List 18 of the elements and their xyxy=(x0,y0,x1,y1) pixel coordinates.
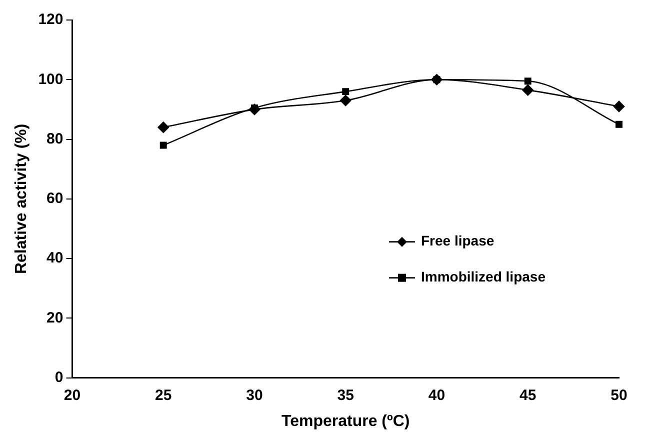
y-tick-label: 20 xyxy=(46,309,64,326)
x-tick-label: 35 xyxy=(337,386,354,404)
legend-label: Immobilized lipase xyxy=(421,268,546,285)
y-tick-label: 40 xyxy=(46,250,64,267)
x-tick-label: 50 xyxy=(610,386,628,404)
y-axis-title: Relative activity (%) xyxy=(13,124,30,274)
y-tick-label: 120 xyxy=(38,11,64,28)
x-tick-label: 30 xyxy=(246,386,263,404)
y-tick-label: 0 xyxy=(54,368,64,386)
x-tick-label: 40 xyxy=(428,386,446,404)
legend-label: Free lipase xyxy=(421,232,494,249)
y-tick-label: 100 xyxy=(38,70,64,88)
x-axis-title: Temperature (ºC) xyxy=(281,412,410,430)
x-tick-label: 25 xyxy=(155,386,172,404)
x-tick-label: 45 xyxy=(520,386,536,404)
y-tick-label: 60 xyxy=(46,190,64,208)
y-tick-label: 80 xyxy=(46,130,64,148)
x-tick-label: 20 xyxy=(64,386,81,404)
